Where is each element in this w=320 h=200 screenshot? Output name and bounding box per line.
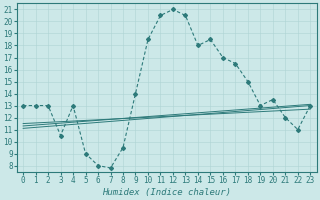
X-axis label: Humidex (Indice chaleur): Humidex (Indice chaleur) [102,188,231,197]
